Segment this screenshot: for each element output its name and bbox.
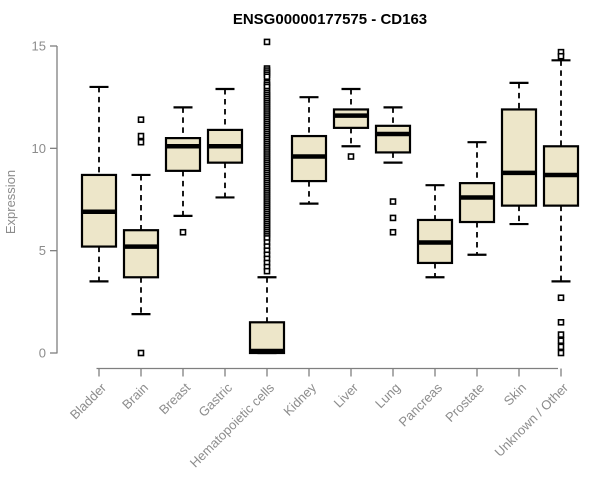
outlier-point [263, 267, 271, 275]
outlier-point [557, 343, 565, 351]
box-prostate [458, 141, 496, 256]
iqr-box [332, 108, 370, 129]
y-tick-label: 0 [39, 346, 46, 361]
x-tick-label: Brain [119, 380, 151, 412]
outlier-point [557, 349, 565, 357]
iqr-box [458, 182, 496, 224]
box-liver [332, 87, 370, 160]
outlier-point [137, 116, 145, 123]
iqr-box [248, 321, 286, 355]
outlier-point [137, 132, 145, 140]
x-tick-label: Liver [331, 380, 362, 411]
outlier-point [263, 38, 271, 46]
outlier-point [137, 138, 145, 146]
iqr-box [122, 229, 160, 279]
outlier-point [179, 228, 187, 236]
outlier-point [389, 198, 397, 205]
x-tick-label: Skin [501, 380, 529, 408]
y-tick-label: 15 [32, 39, 46, 54]
x-tick-label: Breast [156, 380, 193, 417]
x-tick-label: Pancreas [396, 380, 446, 430]
box-pancreas [416, 184, 454, 279]
outlier-point [389, 214, 397, 222]
iqr-box [500, 108, 538, 207]
outlier-point [557, 318, 565, 326]
box-kidney [290, 96, 328, 205]
x-tick-label: Gastric [195, 380, 235, 420]
y-tick-label: 5 [39, 243, 46, 258]
x-tick-label: Kidney [280, 380, 319, 419]
outlier-point [557, 331, 565, 338]
outlier-point [557, 52, 565, 60]
outlier-point [557, 337, 565, 345]
outlier-point [137, 349, 145, 357]
x-tick-label: Prostate [442, 380, 487, 425]
iqr-box [164, 137, 202, 172]
iqr-box [374, 124, 412, 154]
chart-title: ENSG00000177575 - CD163 [233, 11, 427, 28]
box-brain [122, 116, 160, 357]
outlier-point [389, 228, 397, 236]
box-unknown-other [542, 48, 580, 357]
outlier-point [557, 294, 565, 302]
box-bladder [80, 85, 118, 283]
box-hematopoietic-cells [248, 38, 286, 355]
box-skin [500, 81, 538, 226]
x-tick-label: Unknown / Other [492, 380, 572, 460]
outlier-point [263, 73, 271, 80]
box-gastric [206, 87, 244, 199]
box-lung [374, 106, 412, 236]
x-tick-label: Bladder [67, 380, 110, 423]
outlier-point [347, 153, 355, 160]
box-breast [164, 106, 202, 236]
x-tick-label: Lung [372, 380, 403, 411]
y-axis-label: Expression [3, 170, 18, 234]
y-tick-label: 10 [32, 141, 46, 156]
